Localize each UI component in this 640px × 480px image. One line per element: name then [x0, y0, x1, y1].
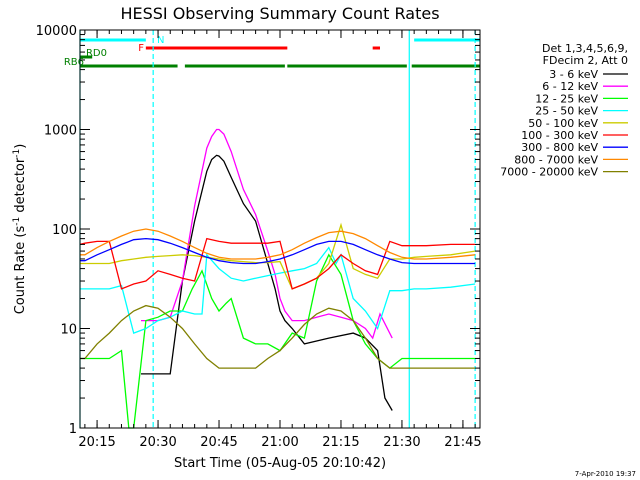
legend-entry-label-7: 800 - 7000 keV: [514, 153, 598, 166]
legend-title: Det 1,3,4,5,6,9,: [542, 42, 628, 55]
y-axis-ticks: 1 10 100 1000 10000: [36, 24, 480, 437]
legend-entry-label-5: 100 - 300 keV: [521, 129, 598, 142]
series-line-2: [80, 253, 476, 429]
status-label-f: F: [138, 43, 144, 54]
x-tick-label: 21:15: [322, 435, 359, 450]
x-tick-label: 20:15: [78, 435, 115, 450]
legend-subtitle: FDecim 2, Att 0: [543, 54, 628, 67]
legend-entry-label-6: 300 - 800 keV: [521, 141, 598, 154]
series-line-4: [80, 222, 476, 290]
y-tick-label: 10: [60, 323, 77, 338]
x-tick-label: 20:45: [200, 435, 237, 450]
series-line-5: [79, 237, 476, 290]
y-label-sup-2: -1: [12, 149, 22, 158]
legend-entry-label-1: 6 - 12 keV: [542, 80, 598, 93]
legend-entry-label-4: 50 - 100 keV: [528, 117, 598, 130]
y-label-part-3: ): [13, 144, 28, 149]
x-tick-label: 20:30: [139, 435, 176, 450]
y-label-sup-1: -1: [12, 217, 22, 226]
series-line-7: [80, 228, 476, 260]
series-line-6: [80, 237, 476, 265]
legend-entry-label-0: 3 - 6 keV: [549, 68, 598, 81]
y-tick-label: 1: [69, 422, 77, 437]
legend-entry-label-2: 12 - 25 keV: [535, 92, 598, 105]
series-line-0: [141, 154, 393, 411]
footer-date: 7-Apr-2010 19:37: [575, 470, 636, 478]
legend-entry-label-8: 7000 - 20000 keV: [500, 166, 598, 179]
y-label-part-2: detector: [13, 157, 28, 217]
series-line-8: [80, 304, 476, 369]
x-tick-label: 21:45: [444, 435, 481, 450]
y-tick-label: 10000: [36, 24, 77, 39]
series-line-1: [141, 128, 393, 340]
chart-title: HESSI Observing Summary Count Rates: [120, 4, 439, 23]
y-tick-label: 100: [52, 223, 77, 238]
legend-entry-label-3: 25 - 50 keV: [535, 105, 598, 118]
series-lines: [79, 128, 476, 429]
x-axis-label: Start Time (05-Aug-05 20:10:42): [174, 456, 386, 471]
status-label-rd0: RD0: [86, 48, 107, 59]
y-axis-label: Count Rate (s-1 detector-1): [12, 144, 28, 315]
x-axis-ticks: 20:15 20:30 20:45 21:00 21:15 21:30 21:45: [78, 30, 482, 450]
y-label-part-1: Count Rate (s: [13, 226, 28, 315]
status-label-n: N: [157, 35, 164, 46]
y-tick-label: 1000: [44, 124, 77, 139]
x-tick-label: 21:30: [383, 435, 420, 450]
x-tick-label: 21:00: [261, 435, 298, 450]
status-label-rb6: RB6: [64, 57, 84, 68]
series-line-3: [80, 246, 476, 334]
